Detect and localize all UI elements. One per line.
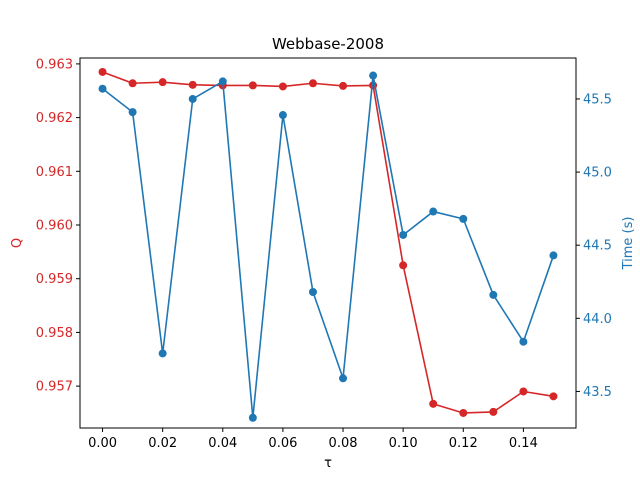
series-right-point: [128, 108, 137, 117]
y-right-axis-label: Time (s): [621, 217, 636, 271]
series-left-point: [399, 261, 408, 270]
series-left-point: [98, 67, 107, 76]
series-right-point: [459, 214, 468, 223]
series-left-point: [459, 408, 468, 417]
series-right-point: [278, 111, 287, 120]
series-left-point: [339, 81, 348, 90]
series-right-point: [429, 207, 438, 216]
y-left-tick-label: 0.959: [36, 272, 73, 287]
y-right-tick-label: 44.0: [583, 312, 612, 327]
series-left-point: [519, 387, 528, 396]
series-right-point: [188, 94, 197, 103]
series-left-line: [102, 71, 554, 414]
plot-frame: [79, 57, 577, 429]
series-right-point: [519, 337, 528, 346]
series-left-point: [188, 80, 197, 89]
y-left-tick-label: 0.962: [36, 111, 73, 126]
y-left-tick-label: 0.960: [36, 219, 73, 234]
x-tick-label: 0.06: [268, 436, 297, 451]
series-left-point: [549, 392, 558, 401]
y-right-tick-label: 45.5: [583, 92, 612, 107]
plot-layer: [98, 67, 558, 422]
y-left-tick-label: 0.961: [36, 165, 73, 180]
x-tick-label: 0.12: [449, 436, 478, 451]
y-left-tick-label: 0.958: [36, 326, 73, 341]
x-axis-label: τ: [324, 456, 332, 471]
series-right-point: [158, 349, 167, 358]
x-tick-label: 0.14: [509, 436, 538, 451]
series-right-point: [399, 230, 408, 239]
x-tick-label: 0.10: [389, 436, 418, 451]
y-left-axis-label: Q: [10, 238, 25, 248]
x-axis: 0.00 0.02 0.04 0.06 0.08 0.10 0.12 0.14: [88, 428, 538, 451]
series-left-point: [308, 79, 317, 88]
series-right-point: [489, 290, 498, 299]
series-left-point: [278, 82, 287, 91]
series-left-point: [429, 399, 438, 408]
y-right-tick-label: 44.5: [583, 239, 612, 254]
y-left-tick-label: 0.963: [36, 57, 73, 72]
series-right-point: [98, 84, 107, 93]
x-tick-label: 0.04: [208, 436, 237, 451]
x-tick-label: 0.02: [148, 436, 177, 451]
series-right-point: [308, 287, 317, 296]
y-left-tick-label: 0.957: [36, 380, 73, 395]
x-tick-label: 0.00: [88, 436, 117, 451]
x-tick-label: 0.08: [329, 436, 358, 451]
y-right-tick-label: 45.0: [583, 166, 612, 181]
y-left-axis: 0.957 0.958 0.959 0.960 0.961 0.962 0.963: [36, 57, 80, 395]
series-right-line: [102, 74, 555, 419]
series-right-point: [549, 251, 558, 260]
chart-title: Webbase-2008: [272, 35, 384, 53]
y-right-axis: 43.5 44.0 44.5 45.0 45.5: [576, 92, 612, 400]
series-left-point: [248, 81, 257, 90]
series-right-point: [369, 71, 378, 80]
series-right-point: [339, 374, 348, 383]
series-left-point: [489, 407, 498, 416]
series-left-point: [128, 79, 137, 88]
series-right-point: [218, 77, 227, 86]
y-right-tick-label: 43.5: [583, 385, 612, 400]
series-left-point: [158, 78, 167, 87]
series-right-point: [248, 413, 257, 422]
